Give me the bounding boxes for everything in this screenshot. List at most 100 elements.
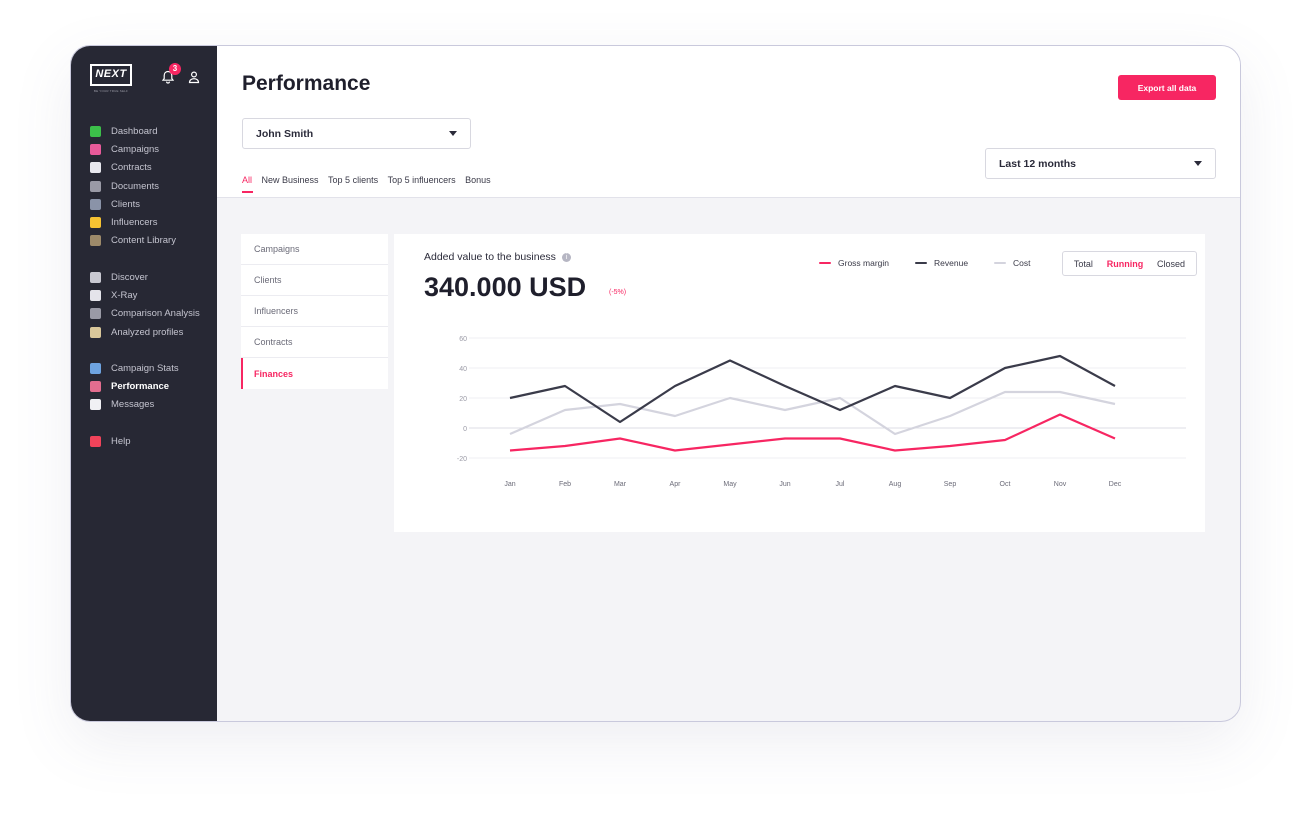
sidebar-item-campaign-stats[interactable]: Campaign Stats bbox=[90, 359, 179, 377]
y-tick-label: 0 bbox=[463, 426, 467, 433]
sidebar-item-discover[interactable]: Discover bbox=[90, 268, 200, 286]
x-tick-label: May bbox=[723, 481, 737, 488]
legend-item-revenue: Revenue bbox=[915, 258, 968, 268]
nav-group-stats: Campaign Stats Performance Messages bbox=[90, 359, 179, 414]
sidebar-item-label: Clients bbox=[111, 198, 141, 210]
heart-icon bbox=[90, 435, 101, 447]
page-icon bbox=[90, 162, 101, 174]
line-chart-icon bbox=[90, 380, 101, 392]
chevron-down-icon bbox=[449, 131, 457, 136]
legend-label: Cost bbox=[1013, 258, 1031, 268]
change-badge: (-5%) bbox=[609, 289, 627, 296]
tab-bar: All New Business Top 5 clients Top 5 influe… bbox=[242, 175, 500, 193]
x-tick-label: Nov bbox=[1054, 481, 1067, 488]
series-line-cost bbox=[509, 390, 1116, 436]
telescope-icon bbox=[90, 271, 101, 283]
sidebar-item-label: Contracts bbox=[111, 162, 152, 174]
finances-card: Added value to the business i 340.000 US… bbox=[394, 234, 1205, 532]
sidebar-item-comparison-analysis[interactable]: Comparison Analysis bbox=[90, 305, 200, 323]
x-tick-label: Jun bbox=[779, 481, 790, 488]
logo[interactable]: NEXT bbox=[90, 64, 132, 86]
export-all-button[interactable]: Export all data bbox=[1118, 75, 1216, 100]
sidebar-item-x-ray[interactable]: X-Ray bbox=[90, 286, 200, 304]
sidebar-item-label: Content Library bbox=[111, 235, 176, 247]
x-tick-label: Feb bbox=[559, 481, 571, 488]
sidebar-item-label: Analyzed profiles bbox=[111, 326, 184, 338]
logo-tagline: BE YOUR TRUE SELF bbox=[93, 89, 129, 93]
sidebar-item-analyzed-profiles[interactable]: Analyzed profiles bbox=[90, 323, 200, 341]
nav-group-main: Dashboard Campaigns Contracts Documents Clie… bbox=[90, 122, 176, 250]
chart-legend: Gross margin Revenue Cost bbox=[819, 258, 1057, 268]
sidebar-item-contracts[interactable]: Contracts bbox=[90, 159, 176, 177]
x-tick-label: Dec bbox=[1109, 481, 1122, 488]
sidebar-item-label: Help bbox=[111, 435, 131, 447]
section-item-campaigns[interactable]: Campaigns bbox=[241, 234, 388, 265]
user-select[interactable]: John Smith bbox=[242, 118, 471, 149]
section-item-contracts[interactable]: Contracts bbox=[241, 327, 388, 358]
x-tick-label: Oct bbox=[1000, 481, 1011, 488]
x-tick-label: Apr bbox=[670, 481, 682, 488]
tab-bonus[interactable]: Bonus bbox=[465, 175, 491, 185]
series-line-revenue bbox=[509, 354, 1116, 424]
tab-top-5-clients[interactable]: Top 5 clients bbox=[328, 175, 379, 185]
page-title: Performance bbox=[242, 72, 371, 95]
sidebar-item-label: Performance bbox=[111, 380, 170, 392]
status-toggle: Total Running Closed bbox=[1062, 251, 1197, 276]
sidebar-item-label: Discover bbox=[111, 271, 148, 283]
tab-new-business[interactable]: New Business bbox=[261, 175, 319, 185]
chevron-down-icon bbox=[1194, 161, 1202, 166]
sidebar: NEXT BE YOUR TRUE SELF 3 Dashboard Campai… bbox=[71, 46, 217, 721]
series-line-gross-margin bbox=[509, 413, 1116, 452]
sidebar-item-label: Campaign Stats bbox=[111, 362, 179, 374]
camera-icon bbox=[90, 235, 101, 247]
legend-item-cost: Cost bbox=[994, 258, 1031, 268]
sidebar-item-label: Documents bbox=[111, 180, 160, 192]
header: Performance Export all data John Smith L… bbox=[217, 46, 1240, 198]
sidebar-item-label: Messages bbox=[111, 399, 155, 411]
nav-group-discover: Discover X-Ray Comparison Analysis Analyzed… bbox=[90, 268, 200, 341]
clipboard-icon bbox=[90, 326, 101, 338]
legend-item-gross-margin: Gross margin bbox=[819, 258, 889, 268]
sidebar-item-campaigns[interactable]: Campaigns bbox=[90, 140, 176, 158]
sidebar-item-clients[interactable]: Clients bbox=[90, 195, 176, 213]
user-select-value: John Smith bbox=[256, 127, 314, 140]
y-tick-label: -20 bbox=[457, 456, 467, 463]
info-icon[interactable]: i bbox=[561, 252, 571, 262]
sidebar-item-label: Campaigns bbox=[111, 143, 160, 155]
sidebar-item-documents[interactable]: Documents bbox=[90, 177, 176, 195]
section-item-influencers[interactable]: Influencers bbox=[241, 296, 388, 327]
toggle-closed[interactable]: Closed bbox=[1157, 258, 1186, 269]
y-tick-label: 60 bbox=[459, 336, 467, 343]
sidebar-item-dashboard[interactable]: Dashboard bbox=[90, 122, 176, 140]
tab-top-5-influencers[interactable]: Top 5 influencers bbox=[387, 175, 456, 185]
section-item-finances[interactable]: Finances bbox=[241, 358, 388, 389]
sidebar-item-label: Influencers bbox=[111, 217, 158, 229]
tab-all[interactable]: All bbox=[242, 175, 254, 193]
sidebar-item-help[interactable]: Help bbox=[90, 432, 131, 450]
card-title: Added value to the business bbox=[424, 251, 556, 263]
notification-badge: 3 bbox=[169, 63, 181, 75]
sidebar-item-influencers[interactable]: Influencers bbox=[90, 213, 176, 231]
bar-chart-icon bbox=[90, 362, 101, 374]
period-select[interactable]: Last 12 months bbox=[985, 148, 1216, 179]
building-icon bbox=[90, 198, 101, 210]
nav-group-help: Help bbox=[90, 432, 131, 450]
toggle-total[interactable]: Total bbox=[1073, 258, 1093, 269]
sidebar-item-messages[interactable]: Messages bbox=[90, 396, 179, 414]
sidebar-item-content-library[interactable]: Content Library bbox=[90, 232, 176, 250]
legend-swatch bbox=[994, 261, 1007, 265]
user-icon[interactable] bbox=[187, 70, 201, 84]
check-icon bbox=[90, 125, 101, 137]
x-tick-label: Aug bbox=[889, 481, 902, 488]
section-menu: Campaigns Clients Influencers Contracts Fina… bbox=[241, 234, 388, 389]
total-value: 340.000 USD bbox=[424, 272, 587, 302]
line-chart: 60 40 20 0 -20 Jan Feb Mar Apr May Jun Jul Aug Sep Oct… bbox=[457, 336, 1186, 488]
sidebar-item-performance[interactable]: Performance bbox=[90, 377, 179, 395]
toggle-running[interactable]: Running bbox=[1106, 258, 1144, 269]
y-tick-label: 40 bbox=[459, 366, 467, 373]
x-tick-label: Jul bbox=[836, 481, 845, 488]
section-item-clients[interactable]: Clients bbox=[241, 265, 388, 296]
legend-swatch bbox=[819, 261, 831, 265]
legend-label: Revenue bbox=[934, 258, 969, 268]
sunglasses-icon bbox=[90, 217, 101, 229]
